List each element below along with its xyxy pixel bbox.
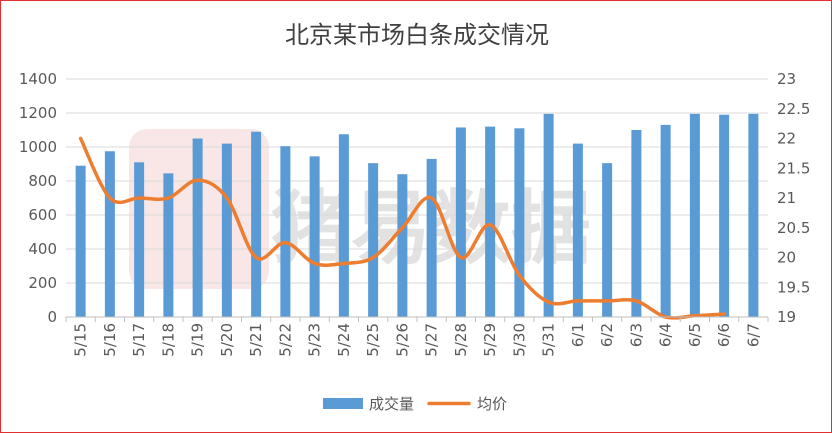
x-tick-label: 5/27 xyxy=(423,323,441,357)
x-tick-label: 5/28 xyxy=(452,323,470,357)
bar xyxy=(192,138,203,317)
y-right-tick-label: 20 xyxy=(777,249,796,267)
bar xyxy=(104,151,115,317)
x-tick-label: 5/26 xyxy=(393,323,411,357)
x-tick-label: 6/7 xyxy=(744,323,762,347)
y-left-tick-label: 1000 xyxy=(19,138,57,156)
legend-bar-swatch xyxy=(323,398,363,409)
bar xyxy=(221,143,232,317)
bar xyxy=(309,156,320,317)
bar xyxy=(338,134,349,317)
bar xyxy=(689,113,700,317)
bar xyxy=(514,128,525,317)
y-left-tick-label: 200 xyxy=(28,274,57,292)
bar xyxy=(368,163,379,317)
bar xyxy=(426,158,437,317)
x-tick-label: 5/17 xyxy=(130,323,148,357)
bar xyxy=(455,127,466,317)
legend-bar-label: 成交量 xyxy=(369,395,414,413)
bar xyxy=(660,124,671,318)
line-series xyxy=(78,136,726,320)
x-tick-label: 5/21 xyxy=(247,323,265,357)
bar-series xyxy=(75,113,759,318)
x-tick-label: 5/18 xyxy=(159,323,177,357)
x-tick-label: 5/25 xyxy=(364,323,382,357)
x-tick-label: 5/20 xyxy=(218,323,236,357)
y-right-tick-label: 19 xyxy=(777,308,796,326)
bar xyxy=(719,114,730,317)
bar xyxy=(602,163,613,317)
x-tick-label: 6/4 xyxy=(657,323,675,347)
x-tick-label: 6/5 xyxy=(686,323,704,347)
bar xyxy=(75,165,86,317)
bar xyxy=(280,146,291,317)
bar xyxy=(397,174,408,317)
bar xyxy=(163,173,174,317)
y-right-tick-label: 21 xyxy=(777,189,796,207)
bar xyxy=(748,113,759,317)
y-left-tick-label: 400 xyxy=(28,240,57,258)
x-tick-label: 5/15 xyxy=(72,323,90,357)
bar xyxy=(251,131,262,317)
x-tick-label: 5/31 xyxy=(540,323,558,357)
x-tick-label: 6/3 xyxy=(627,323,645,347)
y-axis-right: 19 19.5 20 20.5 21 21.5 22 22.5 23 xyxy=(777,70,810,326)
y-left-tick-label: 800 xyxy=(28,172,57,190)
x-tick-label: 5/23 xyxy=(306,323,324,357)
x-tick-label: 5/16 xyxy=(101,323,119,357)
y-axis-left: 0 200 400 600 800 1000 1200 1400 xyxy=(19,70,57,326)
y-right-tick-label: 20.5 xyxy=(777,219,810,237)
y-left-tick-label: 1400 xyxy=(19,70,57,88)
x-tick-label: 5/24 xyxy=(335,323,353,357)
bar xyxy=(134,162,145,317)
bar xyxy=(572,143,583,317)
x-tick-label: 5/19 xyxy=(189,323,207,357)
x-tick-label: 5/29 xyxy=(481,323,499,357)
y-right-tick-label: 23 xyxy=(777,70,796,88)
y-left-tick-label: 0 xyxy=(47,308,57,326)
legend: 成交量 均价 xyxy=(323,395,507,413)
chart-title: 北京某市场白条成交情况 xyxy=(285,21,549,49)
bar xyxy=(631,130,642,317)
x-tick-label: 6/1 xyxy=(569,323,587,347)
x-tick-label: 6/2 xyxy=(598,323,616,347)
x-tick-label: 5/30 xyxy=(510,323,528,357)
y-right-tick-label: 19.5 xyxy=(777,278,810,296)
y-left-tick-label: 1200 xyxy=(19,104,57,122)
legend-line-label: 均价 xyxy=(477,395,507,413)
x-axis: 5/15 5/16 5/17 5/18 5/19 5/20 5/21 5/22 5/23 5/24… xyxy=(65,316,769,357)
x-tick-label: 5/22 xyxy=(276,323,294,357)
bar xyxy=(485,126,496,317)
y-right-tick-label: 21.5 xyxy=(777,159,810,177)
y-right-tick-label: 22 xyxy=(777,130,796,148)
bar xyxy=(543,113,554,317)
x-tick-label: 6/6 xyxy=(715,323,733,347)
y-left-tick-label: 600 xyxy=(28,206,57,224)
y-right-tick-label: 22.5 xyxy=(777,100,810,118)
